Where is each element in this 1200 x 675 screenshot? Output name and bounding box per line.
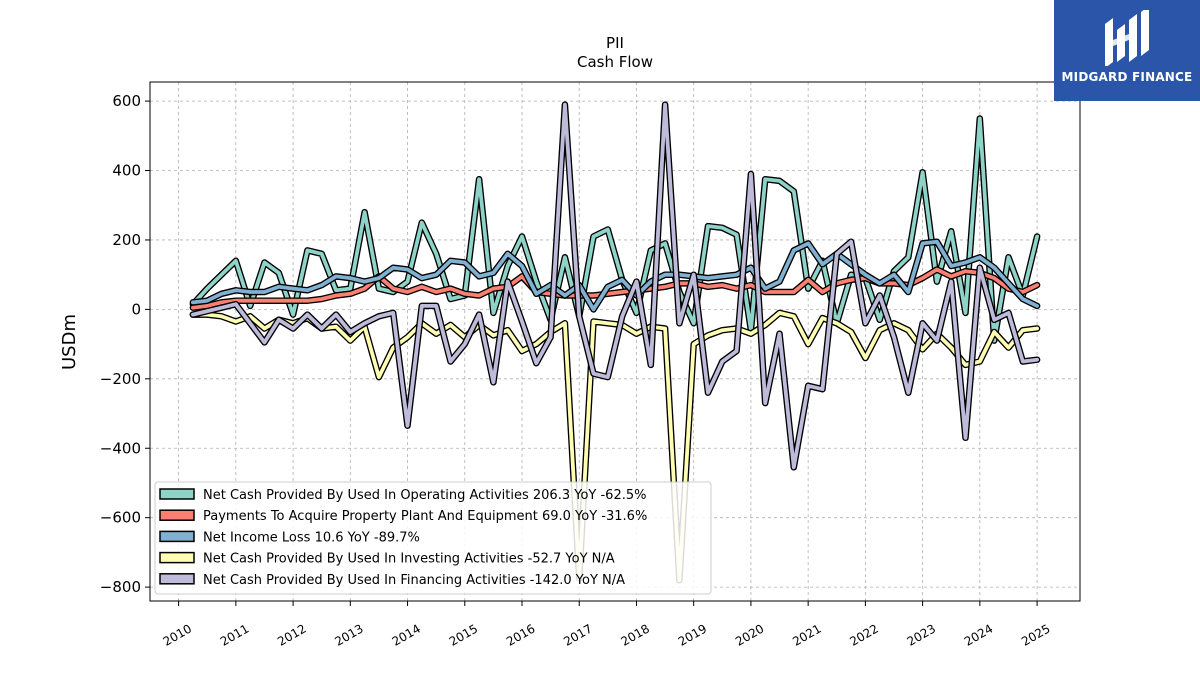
x-tick-label: 2018 <box>619 621 652 648</box>
x-tick-label: 2012 <box>275 621 308 648</box>
y-tick-label: −600 <box>100 509 141 527</box>
legend-swatch <box>159 551 195 564</box>
series-line-3 <box>190 310 1039 583</box>
x-tick-label: 2010 <box>161 621 194 648</box>
series-line-1 <box>190 267 1039 310</box>
y-tick-label: −200 <box>100 370 141 388</box>
x-tick-label: 2024 <box>962 621 995 648</box>
y-tick-label: 400 <box>112 162 141 180</box>
brand-logo: MIDGARD FINANCE <box>1054 0 1200 101</box>
x-tick-label: 2025 <box>1019 621 1052 648</box>
chart-subtitle: Cash Flow <box>577 53 653 71</box>
x-tick-label: 2020 <box>733 621 766 648</box>
legend-label: Net Cash Provided By Used In Operating A… <box>203 488 646 503</box>
legend-swatch <box>159 488 195 500</box>
legend-swatch <box>159 509 195 521</box>
legend-swatch <box>159 530 195 543</box>
series-outline-0 <box>189 115 1041 344</box>
legend-box <box>154 481 712 595</box>
legend: Net Cash Provided By Used In Operating A… <box>154 481 712 595</box>
legend-label: Net Income Loss 10.6 YoY -89.7% <box>203 530 420 545</box>
plot-frame <box>149 81 1081 602</box>
legend-label: Net Cash Provided By Used In Financing A… <box>203 573 625 588</box>
legend-label: Net Cash Provided By Used In Investing A… <box>203 552 615 567</box>
x-tick-label: 2017 <box>561 621 594 648</box>
x-tick-label: 2015 <box>447 621 480 648</box>
y-tick-label: −800 <box>100 578 141 596</box>
series-line-0 <box>190 116 1039 343</box>
x-tick-label: 2013 <box>332 621 365 648</box>
y-axis-ticks: 600 400 200 0 −200 −400 −600 −800 <box>100 92 150 596</box>
legend-swatch <box>159 573 195 585</box>
y-axis-label: USDm <box>59 314 80 370</box>
series-line-4 <box>190 102 1039 470</box>
x-tick-label: 2014 <box>390 621 423 648</box>
series-line-2 <box>190 239 1039 312</box>
y-tick-label: 600 <box>112 92 141 110</box>
series-layer <box>189 101 1041 584</box>
midgard-logo-icon <box>1105 10 1149 66</box>
chart-title: PII <box>606 34 624 52</box>
y-tick-label: −400 <box>100 439 141 457</box>
brand-name: MIDGARD FINANCE <box>1061 70 1193 84</box>
y-tick-label: 0 <box>131 300 141 318</box>
y-tick-label: 200 <box>112 231 141 249</box>
x-tick-label: 2016 <box>504 621 537 648</box>
x-axis-ticks: 2010 2011 2012 2013 2014 2015 2016 2017 2018 2019… <box>161 601 1053 649</box>
x-tick-label: 2011 <box>218 621 251 648</box>
x-tick-label: 2021 <box>790 621 823 648</box>
x-tick-label: 2019 <box>676 621 709 648</box>
legend-label: Payments To Acquire Property Plant And E… <box>203 509 647 524</box>
x-tick-label: 2023 <box>905 621 938 648</box>
x-tick-label: 2022 <box>847 621 880 648</box>
